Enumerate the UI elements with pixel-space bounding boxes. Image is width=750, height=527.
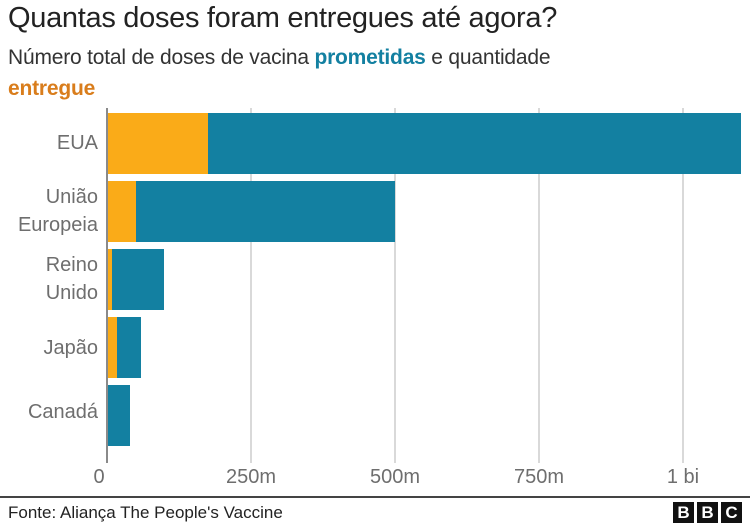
category-label-japao: Japão	[43, 337, 99, 359]
bar-promised	[107, 249, 164, 310]
x-tick-label: 500m	[369, 466, 421, 488]
zero-axis	[106, 108, 108, 463]
bar-delivered	[107, 249, 112, 310]
footer-divider	[0, 496, 750, 498]
category-label-canada: Canadá	[27, 401, 98, 423]
category-label-uniao-europeia: União Europeia	[17, 186, 98, 236]
legend-promised: prometidas	[314, 46, 426, 69]
bar-delivered	[107, 317, 117, 378]
gridline	[682, 108, 684, 463]
chart-title: Quantas doses foram entregues até agora?	[8, 2, 558, 34]
gridline	[538, 108, 540, 463]
bar-delivered	[107, 181, 136, 242]
logo-letter: B	[697, 502, 718, 523]
x-tick-label: 1 bi	[666, 466, 700, 488]
chart-subtitle: Número total de doses de vacina prometid…	[8, 42, 748, 104]
bar-promised	[107, 181, 395, 242]
subtitle-text: e quantidade	[425, 46, 551, 69]
x-tick-label: 250m	[225, 466, 277, 488]
category-label-reino-unido: Reino Unido	[45, 254, 98, 304]
logo-letter: C	[721, 502, 742, 523]
bar-delivered	[107, 113, 208, 174]
logo-letter: B	[673, 502, 694, 523]
category-label-eua: EUA	[56, 132, 98, 154]
bar-promised	[107, 113, 741, 174]
gridline	[250, 108, 252, 463]
bar-promised	[107, 385, 130, 446]
source-note: Fonte: Aliança The People's Vaccine	[8, 503, 283, 522]
subtitle-text: Número total de doses de vacina	[8, 46, 315, 69]
x-tick-label: 0	[93, 466, 105, 488]
x-tick-label: 750m	[513, 466, 565, 488]
bbc-logo: B B C	[673, 502, 742, 523]
gridline	[394, 108, 396, 463]
legend-delivered: entregue	[8, 77, 96, 100]
plot-area: EUA União Europeia Reino Unido Japão Canad…	[0, 108, 750, 463]
